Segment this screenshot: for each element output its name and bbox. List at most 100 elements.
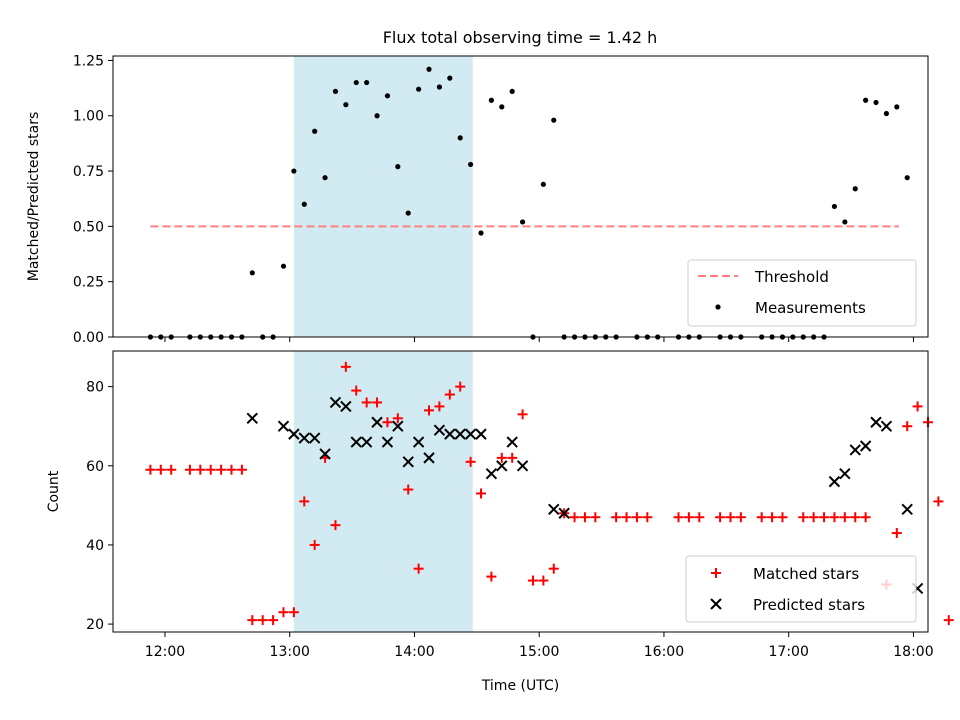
matched-star-point — [590, 512, 601, 523]
matched-star-point — [860, 512, 871, 523]
predicted-star-point — [454, 428, 466, 440]
measurement-point — [249, 270, 255, 276]
matched-star-point — [236, 464, 247, 475]
matched-star-point — [288, 607, 299, 618]
predicted-star-point — [849, 444, 861, 456]
x-axis-label: Time (UTC) — [481, 678, 559, 694]
measurement-point — [842, 219, 848, 225]
matched-star-point — [475, 488, 486, 499]
bottom-legend: Matched stars Predicted stars — [685, 555, 917, 623]
x-tick-label: 16:00 — [644, 644, 684, 660]
matched-star-point — [507, 452, 518, 463]
matched-star-point — [943, 615, 954, 626]
predicted-stars-legend-swatch — [710, 598, 722, 610]
predicted-star-point — [475, 428, 487, 440]
bottom-x-ticks: 12:00 13:00 14:00 15:00 16:00 17:00 18:00 — [145, 632, 934, 660]
y-tick-label: 1.00 — [73, 109, 104, 125]
matched-star-point — [642, 512, 653, 523]
matched-star-point — [548, 563, 559, 574]
matched-star-point — [166, 464, 177, 475]
top-observing-window-shade — [293, 56, 473, 337]
matched-star-point — [694, 512, 705, 523]
matched-star-point — [184, 464, 195, 475]
predicted-star-point — [423, 452, 435, 464]
matched-star-point — [413, 563, 424, 574]
top-y-axis-label: Matched/Predicted stars — [26, 112, 42, 282]
predicted-star-point — [506, 436, 518, 448]
matched-star-point — [340, 361, 351, 372]
predicted-star-point — [828, 475, 841, 488]
predicted-star-point — [433, 424, 446, 436]
bottom-observing-window-shade — [293, 351, 473, 632]
matched-star-point — [673, 512, 684, 523]
predicted-star-point — [548, 503, 560, 516]
predicted-star-point — [392, 420, 404, 432]
matched-star-point — [278, 607, 289, 618]
measurement-point — [416, 86, 422, 92]
predicted-star-point — [496, 460, 508, 472]
matched-star-point — [912, 401, 923, 412]
predicted-star-point — [839, 467, 851, 480]
matched-stars-points — [145, 361, 954, 626]
predicted-star-point — [381, 436, 394, 448]
measurement-point — [873, 99, 879, 106]
measurement-point — [384, 93, 391, 99]
predicted-star-point — [516, 460, 529, 472]
top-axes-frame — [112, 55, 929, 338]
bottom-y-ticks: 20 40 60 80 — [86, 380, 113, 633]
measurement-point — [478, 230, 484, 236]
x-tick-label: 18:00 — [893, 644, 933, 660]
matched-star-point — [538, 575, 549, 586]
predicted-star-point — [464, 428, 477, 440]
matched-star-point — [819, 512, 830, 523]
matched-star-point — [299, 496, 310, 507]
matched-star-point — [715, 512, 726, 523]
measurement-point — [405, 210, 411, 216]
matched-star-point — [195, 464, 206, 475]
measurement-point — [353, 79, 359, 86]
matched-star-point — [361, 397, 372, 408]
predicted-star-point — [412, 436, 425, 448]
threshold-legend-label: Threshold — [754, 268, 829, 286]
top-x-ticks — [164, 337, 914, 342]
matched-stars-legend-label: Matched stars — [753, 565, 859, 583]
matched-star-point — [372, 397, 383, 408]
matched-star-point — [683, 512, 694, 523]
measurement-point — [426, 66, 432, 72]
predicted-star-point — [360, 436, 373, 448]
matched-star-point — [247, 615, 258, 626]
predicted-star-point — [340, 400, 352, 413]
measurement-point — [509, 88, 515, 95]
measurement-point — [499, 104, 505, 110]
measurement-point — [436, 84, 443, 90]
matched-star-point — [850, 512, 861, 523]
measurement-point — [291, 168, 297, 174]
matched-star-point — [309, 539, 320, 550]
predicted-star-point — [901, 503, 913, 516]
y-tick-label: 1.25 — [73, 53, 104, 69]
top-y-ticks: 0.00 0.25 0.50 0.75 1.00 1.25 — [73, 53, 113, 346]
matched-star-point — [216, 464, 227, 475]
x-tick-label: 14:00 — [394, 644, 434, 660]
matched-star-point — [496, 452, 507, 463]
matched-star-point — [579, 512, 590, 523]
predicted-star-point — [402, 456, 414, 468]
matched-star-point — [517, 409, 528, 420]
figure-title: Flux total observing time = 1.42 h — [383, 28, 658, 47]
measurement-point — [280, 263, 287, 269]
bottom-axes-frame — [112, 350, 929, 633]
y-tick-label: 20 — [86, 617, 104, 633]
measurement-point — [831, 203, 838, 210]
matched-star-point — [205, 464, 216, 475]
predicted-star-point — [870, 416, 882, 428]
measurement-point — [540, 181, 546, 187]
matched-star-point — [424, 405, 435, 416]
measurement-point — [551, 117, 557, 123]
matched-star-point — [455, 381, 466, 392]
x-tick-label: 15:00 — [519, 644, 559, 660]
matched-star-point — [257, 615, 268, 626]
measurement-point — [894, 104, 900, 110]
matched-star-point — [621, 512, 632, 523]
matched-star-point — [330, 520, 341, 531]
